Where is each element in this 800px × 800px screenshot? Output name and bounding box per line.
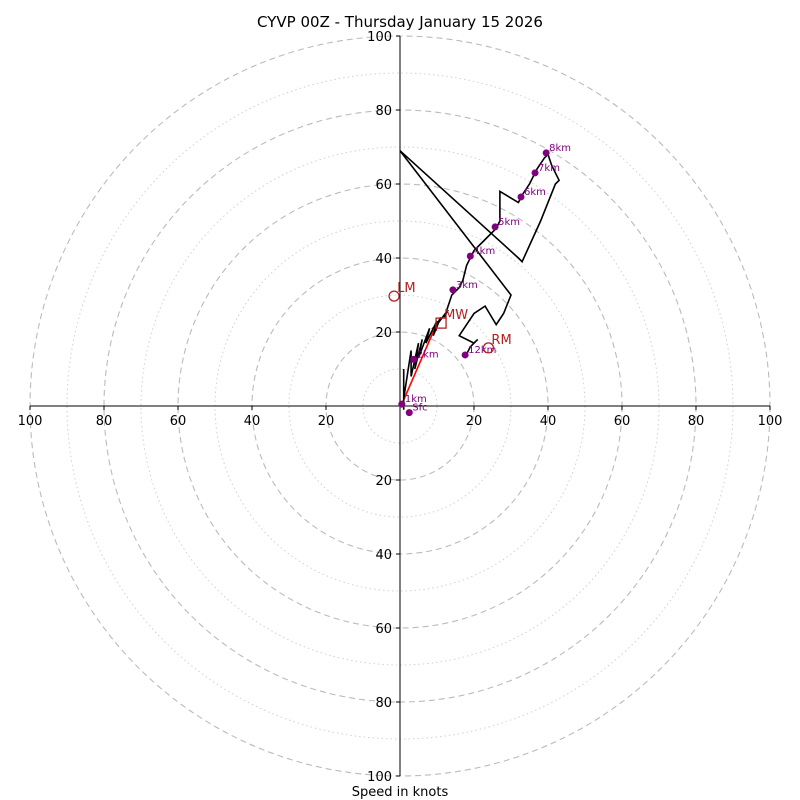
height-marker-label: 8km — [549, 143, 571, 154]
mean-wind-square — [435, 317, 447, 329]
tick-label-right: 20 — [466, 414, 483, 429]
height-marker-label: Sfc — [412, 403, 427, 414]
height-marker-label: 6km — [524, 187, 546, 198]
height-marker-dot — [542, 149, 550, 157]
mean-wind-arrow-shaft — [401, 322, 438, 405]
height-marker-label: 1km — [405, 394, 427, 405]
chart-title: CYVP 00Z - Thursday January 15 2026 — [257, 13, 543, 31]
tick-label-top: 20 — [375, 326, 392, 341]
height-marker-label: 3km — [456, 280, 478, 291]
storm-motion-label: RM — [491, 333, 511, 348]
storm-motion-label: LM — [397, 281, 415, 296]
tick-label-bottom: 20 — [375, 474, 392, 489]
height-marker-dot — [517, 193, 525, 201]
storm-motion-markers: LM RM MW — [388, 281, 512, 354]
x-axis-label: Speed in knots — [352, 785, 449, 800]
tick-label-top: 60 — [375, 178, 392, 193]
height-marker-label: 7km — [538, 163, 560, 174]
tick-label-left: 20 — [318, 414, 335, 429]
tick-label-left: 40 — [244, 414, 261, 429]
tick-label-top: 40 — [375, 252, 392, 267]
height-marker-dot — [461, 351, 469, 359]
hodograph-trace — [399, 150, 561, 410]
storm-motion-circle — [482, 342, 495, 354]
height-marker-dot — [449, 286, 457, 294]
hodograph-line — [399, 150, 561, 410]
tick-label-right: 40 — [540, 414, 557, 429]
height-marker-label: 4km — [473, 246, 495, 257]
tick-label-left: 60 — [170, 414, 187, 429]
storm-motion-label: MW — [444, 308, 468, 323]
tick-label-bottom: 80 — [375, 696, 392, 711]
tick-label-right: 80 — [688, 414, 705, 429]
height-marker-label: 5km — [498, 217, 520, 228]
storm-motion-circle — [388, 290, 400, 302]
height-marker-label: 2km — [417, 349, 439, 360]
tick-label-right: 60 — [614, 414, 631, 429]
tick-label-bottom: 40 — [375, 548, 392, 563]
height-marker-label: 12km — [468, 345, 496, 356]
height-marker-dot — [398, 400, 406, 408]
tick-label-top: 100 — [367, 30, 392, 45]
tick-labels: 20 20 20 20 40 40 40 40 60 60 60 60 80 80 80 80 100 100 10… — [18, 30, 783, 785]
height-marker-dot — [410, 355, 418, 363]
mean-wind-arrow — [401, 322, 438, 405]
tick-label-bottom: 60 — [375, 622, 392, 637]
height-marker-dot — [491, 223, 499, 231]
height-marker-dot — [466, 252, 474, 260]
tick-label-left: 100 — [18, 414, 43, 429]
tick-label-bottom: 100 — [367, 770, 392, 785]
height-marker-dot — [405, 409, 413, 417]
tick-label-right: 100 — [758, 414, 783, 429]
tick-label-top: 80 — [375, 104, 392, 119]
height-marker-dot — [531, 169, 539, 177]
tick-label-left: 80 — [96, 414, 113, 429]
